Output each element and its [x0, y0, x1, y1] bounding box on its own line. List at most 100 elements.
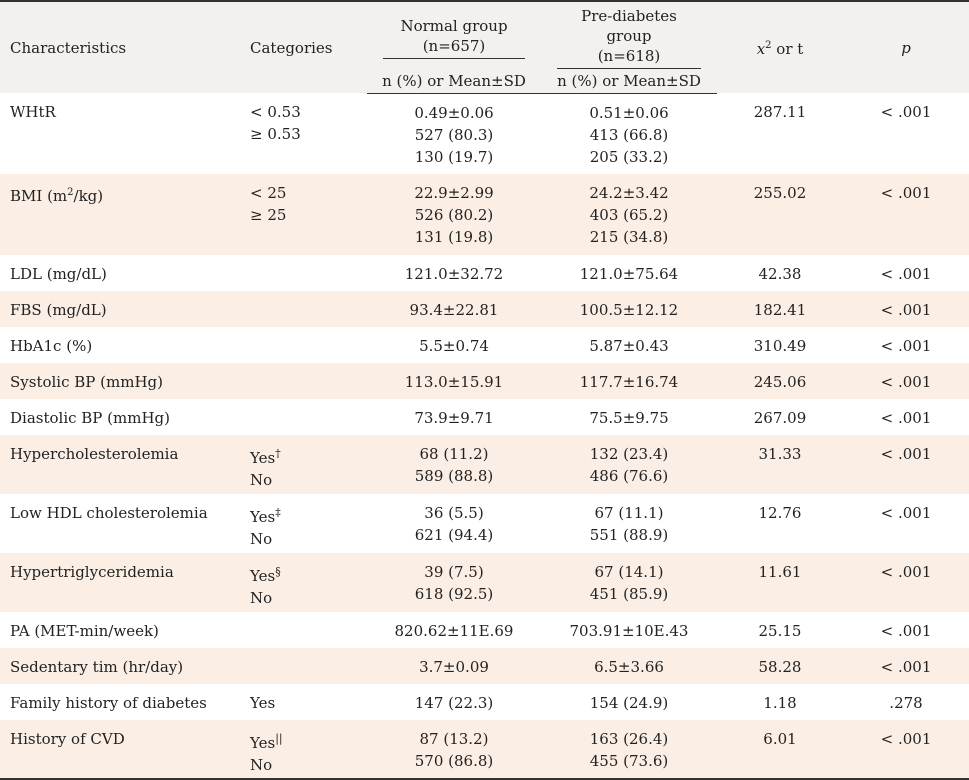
stat-value: 287.11: [753, 103, 807, 121]
prediabetes-values: 75.5±9.75: [589, 409, 669, 427]
header-categories: Categories: [240, 0, 367, 93]
row-categories: [240, 363, 367, 399]
normal-values: 36 (5.5) 621 (94.4): [414, 504, 494, 544]
prediabetes-group-label: Pre-diabetes group (n=618): [557, 6, 701, 69]
row-label: Systolic BP (mmHg): [0, 363, 240, 399]
stat-value: 255.02: [717, 174, 843, 255]
p-value: < .001: [843, 291, 969, 327]
row-categories: [240, 612, 367, 648]
row-categories: < 0.53 ≥ 0.53: [250, 103, 301, 143]
normal-values: 5.5±0.74: [419, 337, 489, 355]
p-value: < .001: [843, 553, 969, 612]
table-row: Sedentary tim (hr/day) 3.7±0.09 6.5±3.66…: [0, 648, 969, 684]
p-value: < .001: [843, 648, 969, 684]
p-value: < .001: [880, 504, 932, 522]
footnote-mark: †: [275, 447, 281, 460]
p-value: < .001: [880, 265, 932, 283]
stat-value: 58.28: [717, 648, 843, 684]
row-label: History of CVD: [0, 720, 240, 780]
row-categories: [240, 255, 367, 291]
p-value: < .001: [843, 174, 969, 255]
p-value: < .001: [880, 409, 932, 427]
header-stat: x2 or t: [717, 0, 843, 93]
footnote-mark: ||: [275, 732, 283, 745]
normal-group-label: Normal group (n=657): [383, 16, 525, 59]
normal-values: 113.0±15.91: [367, 363, 541, 399]
row-categories: < 25 ≥ 25: [240, 174, 367, 255]
prediabetes-values: 703.91±10E.43: [569, 622, 689, 640]
header-characteristics: Characteristics: [0, 0, 240, 93]
normal-values: 73.9±9.71: [414, 409, 494, 427]
normal-values: 147 (22.3): [414, 694, 494, 712]
stat-value: 11.61: [717, 553, 843, 612]
row-label: LDL (mg/dL): [10, 265, 107, 283]
table-row: Hypertriglyceridemia Yes§ No 39 (7.5) 618 …: [0, 553, 969, 612]
p-value: < .001: [843, 720, 969, 780]
table-row: FBS (mg/dL) 93.4±22.81 100.5±12.12 182.4…: [0, 291, 969, 327]
row-label: BMI (m2/kg): [0, 174, 240, 255]
row-label: Hypertriglyceridemia: [0, 553, 240, 612]
row-label: Family history of diabetes: [10, 694, 207, 712]
prediabetes-values: 117.7±16.74: [541, 363, 717, 399]
table-row: Diastolic BP (mmHg) 73.9±9.71 75.5±9.75 …: [0, 399, 969, 435]
row-label: Diastolic BP (mmHg): [10, 409, 171, 427]
normal-values: 121.0±32.72: [404, 265, 504, 283]
table-body: WHtR < 0.53 ≥ 0.53 0.49±0.06 527 (80.3) 130…: [0, 93, 969, 780]
table-row: Hypercholesterolemia Yes† No 68 (11.2) 589…: [0, 435, 969, 494]
row-label: PA (MET-min/week): [10, 622, 159, 640]
p-value: < .001: [880, 337, 932, 355]
stat-value: 25.15: [758, 622, 802, 640]
stat-value: 42.38: [758, 265, 802, 283]
table-row: PA (MET-min/week) 820.62±11E.69 703.91±1…: [0, 612, 969, 648]
stat-value: 31.33: [717, 435, 843, 494]
table-header: Characteristics Categories Normal group(…: [0, 0, 969, 94]
prediabetes-values: 0.51±0.06 413 (66.8) 205 (33.2): [589, 103, 669, 166]
normal-values: 3.7±0.09: [367, 648, 541, 684]
prediabetes-values: 67 (14.1) 451 (85.9): [541, 553, 717, 612]
prediabetes-values: 121.0±75.64: [579, 265, 679, 283]
header-normal-sub: n (%) or Mean±SD: [367, 69, 541, 94]
p-value: < .001: [880, 103, 932, 121]
row-label: WHtR: [10, 103, 56, 121]
normal-values: 93.4±22.81: [367, 291, 541, 327]
row-label: Hypercholesterolemia: [0, 435, 240, 494]
stat-value: 267.09: [753, 409, 807, 427]
row-label: Sedentary tim (hr/day): [0, 648, 240, 684]
normal-values: 0.49±0.06 527 (80.3) 130 (19.7): [414, 103, 494, 166]
normal-values: 22.9±2.99 526 (80.2) 131 (19.8): [367, 174, 541, 255]
row-categories: [240, 648, 367, 684]
row-categories: Yes§ No: [240, 553, 367, 612]
prediabetes-values: 24.2±3.42 403 (65.2) 215 (34.8): [541, 174, 717, 255]
normal-values: 68 (11.2) 589 (88.8): [367, 435, 541, 494]
table-row: HbA1c (%) 5.5±0.74 5.87±0.43 310.49 < .0…: [0, 327, 969, 363]
table-row: Low HDL cholesterolemia Yes‡ No 36 (5.5) 6…: [0, 494, 969, 553]
table-row: WHtR < 0.53 ≥ 0.53 0.49±0.06 527 (80.3) 130…: [0, 93, 969, 174]
header-prediabetes-sub: n (%) or Mean±SD: [541, 69, 717, 94]
table-row: Family history of diabetes Yes 147 (22.3…: [0, 684, 969, 720]
header-p: p: [843, 0, 969, 93]
prediabetes-values: 163 (26.4) 455 (73.6): [541, 720, 717, 780]
row-categories: Yes‡ No: [250, 506, 281, 548]
table-row: History of CVD Yes|| No 87 (13.2) 570 (86.…: [0, 720, 969, 780]
header-prediabetes-group: Pre-diabetes group (n=618): [541, 0, 717, 69]
normal-values: 87 (13.2) 570 (86.8): [367, 720, 541, 780]
row-label: Low HDL cholesterolemia: [10, 504, 208, 522]
stat-value: 12.76: [758, 504, 802, 522]
table-row: Systolic BP (mmHg) 113.0±15.91 117.7±16.…: [0, 363, 969, 399]
p-value: < .001: [843, 363, 969, 399]
row-categories: [240, 399, 367, 435]
prediabetes-values: 67 (11.1) 551 (88.9): [589, 504, 669, 544]
prediabetes-values: 5.87±0.43: [589, 337, 669, 355]
row-categories: Yes|| No: [240, 720, 367, 780]
p-value: .278: [889, 694, 923, 712]
row-categories: [240, 291, 367, 327]
table-row: LDL (mg/dL) 121.0±32.72 121.0±75.64 42.3…: [0, 255, 969, 291]
footnote-mark: §: [275, 565, 281, 578]
row-categories: Yes: [250, 694, 276, 712]
stat-value: 245.06: [717, 363, 843, 399]
stat-value: 6.01: [717, 720, 843, 780]
stat-value: 310.49: [753, 337, 807, 355]
prediabetes-values: 154 (24.9): [589, 694, 669, 712]
